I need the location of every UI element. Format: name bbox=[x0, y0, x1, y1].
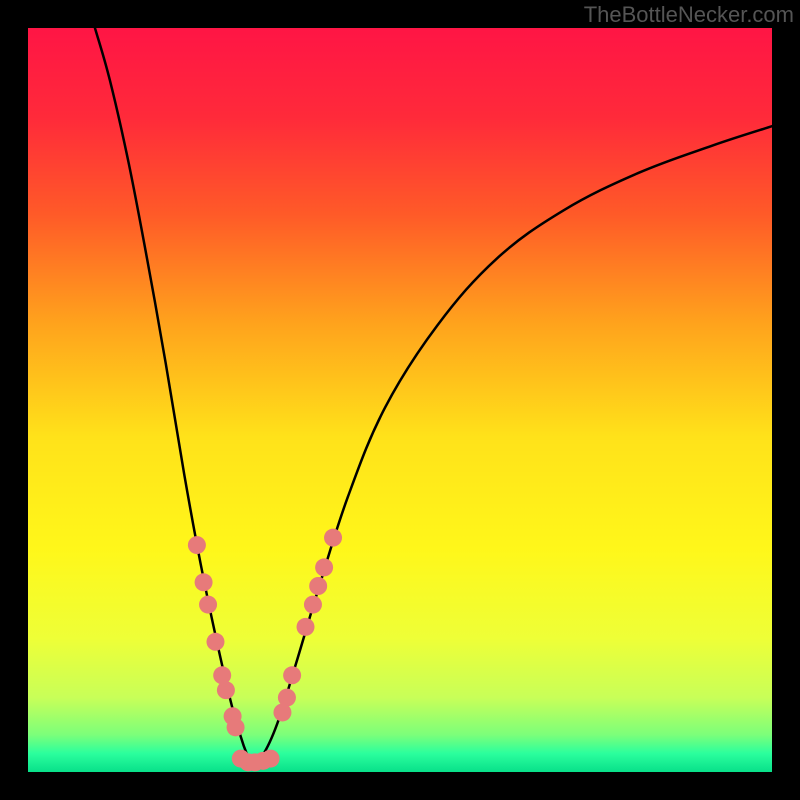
data-marker bbox=[324, 529, 342, 547]
data-marker bbox=[297, 618, 315, 636]
data-marker bbox=[199, 596, 217, 614]
data-marker bbox=[188, 536, 206, 554]
data-marker bbox=[283, 666, 301, 684]
data-marker bbox=[195, 573, 213, 591]
gradient-background bbox=[28, 28, 772, 772]
data-marker bbox=[304, 596, 322, 614]
plot-area bbox=[28, 28, 772, 772]
plot-svg bbox=[28, 28, 772, 772]
data-marker bbox=[278, 689, 296, 707]
data-marker bbox=[227, 718, 245, 736]
data-marker bbox=[262, 750, 280, 768]
watermark-text: TheBottleNecker.com bbox=[584, 2, 794, 28]
data-marker bbox=[217, 681, 235, 699]
chart-container: TheBottleNecker.com bbox=[0, 0, 800, 800]
data-marker bbox=[206, 633, 224, 651]
data-marker bbox=[309, 577, 327, 595]
data-marker bbox=[315, 558, 333, 576]
